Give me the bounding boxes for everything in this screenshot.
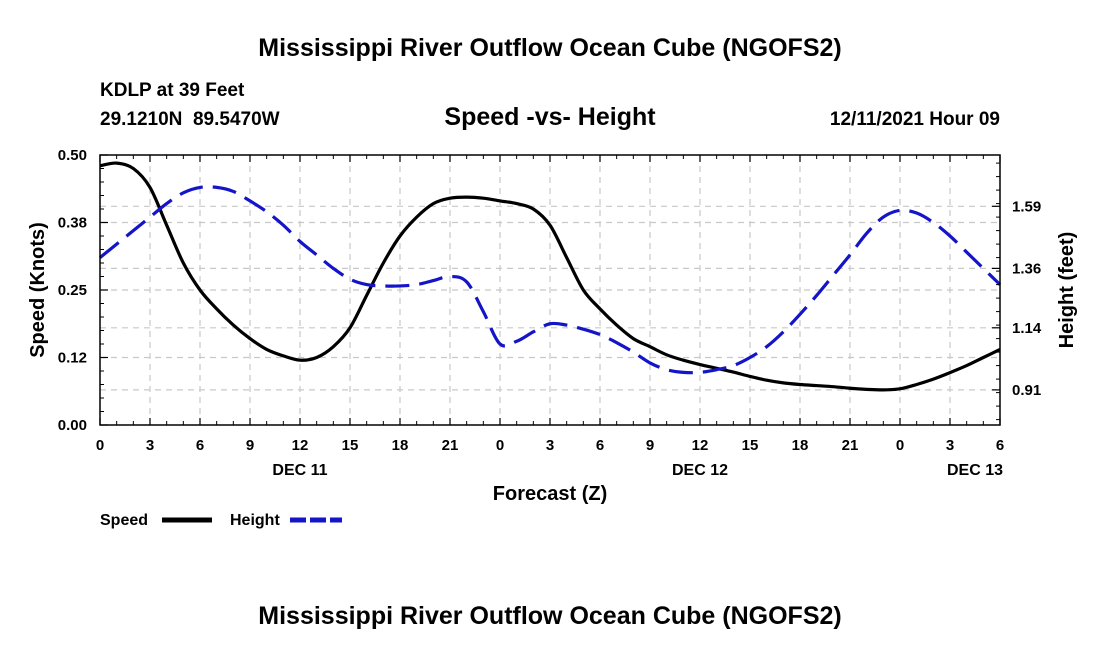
- y-right-tick-label: 1.14: [1012, 320, 1042, 337]
- datetime-label: 12/11/2021 Hour 09: [830, 109, 1000, 130]
- x-tick-label: 9: [246, 437, 254, 454]
- series-line-height: [98, 185, 1002, 375]
- y-left-tick-label: 0.00: [58, 417, 87, 434]
- legend-label-height: Height: [230, 512, 280, 529]
- x-tick-label: 6: [996, 437, 1004, 454]
- x-tick-label: 6: [196, 437, 204, 454]
- series-lines: [98, 161, 1002, 392]
- x-tick-label: 3: [946, 437, 954, 454]
- x-tick-label: 21: [442, 437, 459, 454]
- date-label: DEC 13: [947, 462, 1003, 479]
- date-label: DEC 11: [272, 462, 327, 479]
- y-left-tick-label: 0.12: [58, 350, 87, 367]
- x-tick-label: 18: [792, 437, 809, 454]
- chart-title: Mississippi River Outflow Ocean Cube (NG…: [258, 34, 841, 62]
- y-left-tick-label: 0.50: [58, 147, 87, 164]
- y-left-tick-label: 0.25: [58, 282, 87, 299]
- station-label: KDLP at 39 Feet: [100, 80, 245, 101]
- x-tick-label: 9: [646, 437, 654, 454]
- x-tick-label: 15: [742, 437, 759, 454]
- coords-label: 29.1210N 89.5470W: [100, 109, 280, 130]
- axes: 0 3 6 9 12 15 18 21 0 3 6 9 12 15 18 21 0 3 6 DEC 11 DEC 12 D…: [58, 147, 1042, 479]
- x-tick-label: 3: [546, 437, 554, 454]
- y-axis-left-label: Speed (Knots): [27, 222, 49, 358]
- x-axis-label: Forecast (Z): [493, 483, 607, 505]
- y-right-tick-label: 0.91: [1012, 382, 1041, 399]
- series-line-speed: [99, 161, 1001, 392]
- x-tick-label: 6: [596, 437, 604, 454]
- x-tick-label: 12: [292, 437, 309, 454]
- legend: Speed Height: [100, 512, 342, 529]
- x-tick-label: 18: [392, 437, 409, 454]
- chart-subtitle: Speed -vs- Height: [444, 103, 656, 131]
- grid: [100, 155, 1000, 425]
- y-left-tick-label: 0.38: [58, 215, 87, 232]
- date-label: DEC 12: [672, 462, 728, 479]
- x-tick-label: 0: [96, 437, 104, 454]
- x-tick-label: 15: [342, 437, 359, 454]
- y-right-tick-label: 1.36: [1012, 260, 1041, 277]
- x-tick-label: 0: [896, 437, 904, 454]
- footer-title: Mississippi River Outflow Ocean Cube (NG…: [258, 602, 841, 630]
- y-axis-right-label: Height (feet): [1056, 232, 1078, 349]
- x-tick-label: 12: [692, 437, 709, 454]
- legend-label-speed: Speed: [100, 512, 148, 529]
- x-tick-label: 3: [146, 437, 154, 454]
- x-tick-label: 0: [496, 437, 504, 454]
- x-tick-label: 21: [842, 437, 859, 454]
- y-right-tick-label: 1.59: [1012, 198, 1041, 215]
